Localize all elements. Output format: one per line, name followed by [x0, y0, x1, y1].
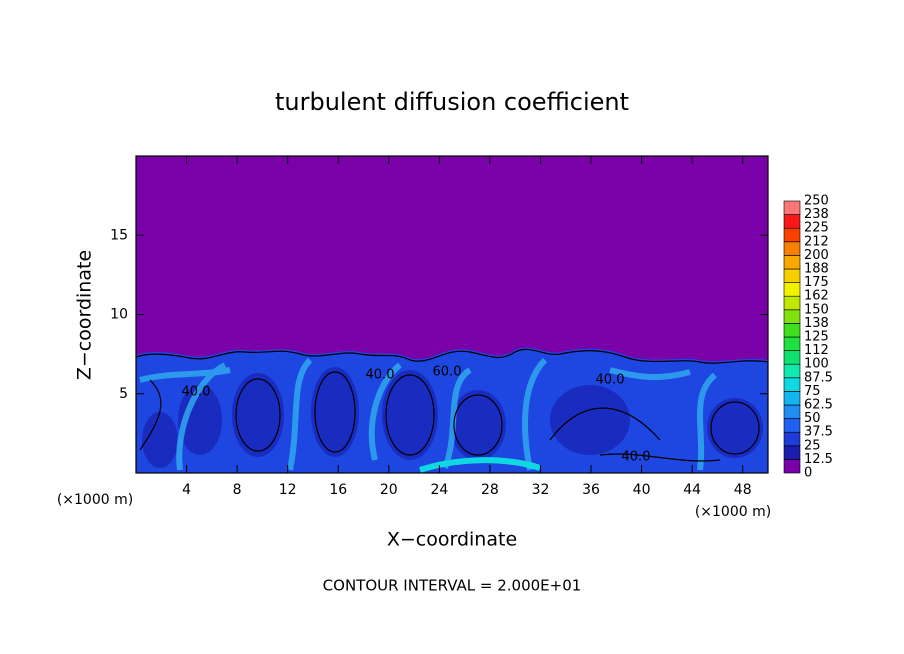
colorbar-bin — [783, 404, 801, 419]
colorbar-label: 12.5 — [804, 452, 833, 467]
x-tick-label: 8 — [233, 482, 242, 498]
colorbar-label: 175 — [804, 275, 829, 290]
colorbar-label: 37.5 — [804, 425, 833, 440]
x-tick-label: 4 — [182, 482, 191, 498]
colorbar-bin — [783, 350, 801, 365]
colorbar-label: 100 — [804, 357, 829, 372]
colorbar-label: 125 — [804, 330, 829, 345]
colorbar-label: 112 — [804, 343, 829, 358]
contour-lines — [135, 348, 769, 462]
y-tick-label: 10 — [110, 307, 128, 323]
colorbar-bin — [783, 282, 801, 297]
colorbar-bin — [783, 363, 801, 379]
colorbar-label: 150 — [804, 302, 829, 317]
x-unit-label: (×1000 m) — [695, 504, 771, 520]
colorbar-label: 212 — [804, 234, 829, 249]
colorbar-label: 200 — [804, 248, 829, 263]
colorbar-bin — [783, 309, 801, 324]
colorbar-label: 25 — [804, 438, 821, 453]
colorbar-label: 138 — [804, 316, 829, 331]
x-tick-label: 12 — [279, 482, 297, 498]
x-tick-label: 28 — [481, 482, 499, 498]
y-axis-label: Z−coordinate — [74, 250, 96, 380]
colorbar-bin — [783, 459, 801, 474]
colorbar-bin — [783, 418, 801, 433]
colorbar-bin — [783, 431, 801, 447]
contour-label: 40.0 — [366, 368, 395, 383]
x-tick-label: 32 — [532, 482, 550, 498]
x-tick-label: 36 — [582, 482, 600, 498]
streak — [419, 457, 541, 473]
colorbar-bin — [783, 377, 801, 392]
colorbar-label: 225 — [804, 221, 829, 236]
field — [135, 347, 769, 473]
streaks — [139, 357, 718, 471]
colorbar-bin — [783, 323, 801, 338]
x-tick-label: 16 — [329, 482, 347, 498]
contour-label: 40.0 — [622, 450, 651, 465]
colorbar-label: 87.5 — [804, 370, 833, 385]
contour-label: 60.0 — [433, 365, 462, 380]
colorbar-label: 75 — [804, 384, 821, 399]
note: CONTOUR INTERVAL = 2.000E+01 — [323, 577, 582, 595]
colorbar-bin — [783, 214, 801, 229]
x-tick-label: 20 — [380, 482, 398, 498]
x-unit-label: (×1000 m) — [57, 492, 133, 508]
colorbar-bin — [783, 200, 801, 215]
x-tick-label: 44 — [683, 482, 701, 498]
y-tick-label: 5 — [119, 386, 128, 402]
x-tick-label: 48 — [734, 482, 752, 498]
colorbar-bin — [783, 255, 801, 270]
colorbar-label: 162 — [804, 289, 829, 304]
contour-label: 40.0 — [182, 385, 211, 400]
colorbar-label: 62.5 — [804, 398, 833, 413]
colorbar-bin — [783, 241, 801, 256]
colorbar-bin — [783, 268, 801, 283]
contour-label: 40.0 — [596, 373, 625, 388]
colorbar-bin — [783, 336, 801, 351]
y-tick-label: 15 — [110, 227, 128, 243]
colorbar-bin — [783, 391, 801, 406]
x-axis-label: X−coordinate — [387, 529, 517, 551]
colorbar-label: 50 — [804, 411, 821, 426]
colorbar-label: 0 — [804, 466, 812, 481]
colorbar-label: 238 — [804, 207, 829, 222]
colorbar-label: 250 — [804, 194, 829, 209]
colorbar-bin — [783, 445, 801, 460]
chart-title: turbulent diffusion coefficient — [275, 88, 629, 116]
colorbar-label: 188 — [804, 262, 829, 277]
colorbar-bin — [783, 295, 801, 311]
colorbar-bin — [783, 227, 801, 243]
x-tick-label: 40 — [633, 482, 651, 498]
x-tick-label: 24 — [430, 482, 448, 498]
